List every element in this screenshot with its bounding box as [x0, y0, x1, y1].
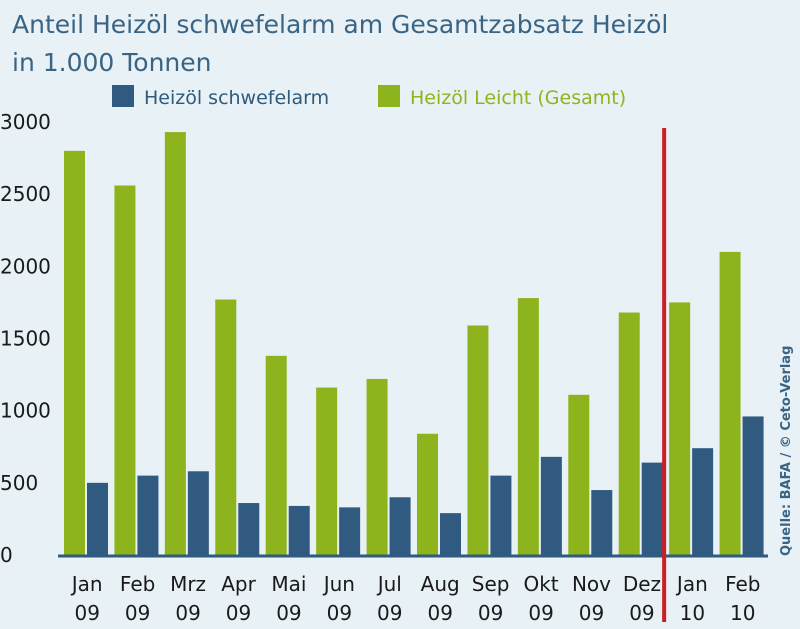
y-tick-label: 0 — [0, 543, 13, 567]
bar-gesamt — [215, 299, 237, 555]
chart-subtitle: in 1.000 Tonnen — [12, 48, 212, 77]
legend-swatch-schwefelarm — [112, 85, 134, 107]
bar-gesamt — [618, 312, 640, 555]
y-tick-label: 2500 — [0, 182, 51, 206]
bar-gesamt — [114, 185, 136, 556]
bar-schwefelarm — [692, 448, 714, 555]
bar-gesamt — [265, 355, 287, 555]
x-tick-year: 09 — [579, 601, 604, 625]
x-tick-year: 10 — [730, 601, 755, 625]
x-tick-month: Jan — [70, 572, 103, 596]
x-tick-month: Mai — [271, 572, 306, 596]
bar-schwefelarm — [87, 482, 108, 555]
bar-schwefelarm — [641, 462, 663, 555]
bar-schwefelarm — [187, 471, 209, 555]
bar-schwefelarm — [137, 475, 159, 555]
chart-title: Anteil Heizöl schwefelarm am Gesamtzabsa… — [12, 10, 669, 39]
x-tick-month: Jun — [322, 572, 355, 596]
bar-schwefelarm — [288, 505, 310, 555]
legend-label-gesamt: Heizöl Leicht (Gesamt) — [410, 87, 626, 109]
bar-schwefelarm — [742, 416, 764, 555]
x-tick-month: Dez — [623, 572, 661, 596]
x-tick-month: Aug — [421, 572, 460, 596]
x-tick-month: Feb — [120, 572, 155, 596]
bar-schwefelarm — [490, 475, 512, 555]
legend: Heizöl schwefelarm Heizöl Leicht (Gesamt… — [112, 85, 626, 109]
x-tick-month: Mrz — [170, 572, 206, 596]
bar-schwefelarm — [238, 503, 260, 555]
bar-gesamt — [164, 132, 186, 555]
x-tick-year: 10 — [680, 601, 705, 625]
x-tick-year: 09 — [175, 601, 200, 625]
bar-gesamt — [517, 298, 539, 555]
bar-gesamt — [568, 394, 590, 555]
y-tick-label: 500 — [0, 471, 38, 495]
bar-gesamt — [366, 378, 388, 555]
bar-schwefelarm — [389, 497, 411, 555]
bar-gesamt — [719, 251, 741, 555]
bar-schwefelarm — [339, 507, 361, 555]
x-tick-month: Jan — [675, 572, 708, 596]
x-tick-month: Feb — [725, 572, 760, 596]
x-tick-year: 09 — [528, 601, 553, 625]
y-tick-label: 1500 — [0, 327, 51, 351]
y-tick-label: 1000 — [0, 399, 51, 423]
bar-gesamt — [316, 387, 338, 555]
x-tick-year: 09 — [327, 601, 352, 625]
legend-swatch-gesamt — [378, 85, 400, 107]
chart-title-block: Anteil Heizöl schwefelarm am Gesamtzabsa… — [12, 6, 668, 82]
bar-gesamt — [467, 325, 489, 555]
x-tick-year: 09 — [125, 601, 150, 625]
bar-schwefelarm — [440, 513, 461, 555]
x-tick-year: 09 — [276, 601, 301, 625]
bars — [64, 132, 764, 556]
y-tick-label: 3000 — [0, 110, 51, 134]
x-tick-month: Okt — [523, 572, 558, 596]
x-tick-year: 09 — [478, 601, 503, 625]
bar-schwefelarm — [591, 490, 613, 555]
bar-gesamt — [417, 433, 438, 555]
source-note: Quelle: BAFA / © Ceto-Verlag — [779, 346, 794, 556]
x-tick-year: 09 — [74, 601, 99, 625]
y-axis-ticks: 0 500 1000 1500 2000 2500 3000 — [0, 110, 51, 567]
x-tick-month: Jul — [376, 572, 402, 596]
bar-gesamt — [669, 302, 691, 555]
x-tick-year: 09 — [377, 601, 402, 625]
x-tick-year: 09 — [629, 601, 654, 625]
x-tick-month: Apr — [221, 572, 256, 596]
x-tick-month: Sep — [472, 572, 510, 596]
x-axis-labels: Jan 09 Feb 09 Mrz 09 Apr 09 Mai 09 Jun 09 Jul 09 Aug 09… — [70, 572, 761, 625]
bar-gesamt — [64, 150, 85, 555]
x-tick-year: 09 — [427, 601, 452, 625]
x-tick-month: Nov — [572, 572, 611, 596]
x-tick-year: 09 — [226, 601, 251, 625]
legend-label-schwefelarm: Heizöl schwefelarm — [144, 87, 329, 109]
y-tick-label: 2000 — [0, 254, 51, 278]
bar-schwefelarm — [540, 456, 562, 555]
